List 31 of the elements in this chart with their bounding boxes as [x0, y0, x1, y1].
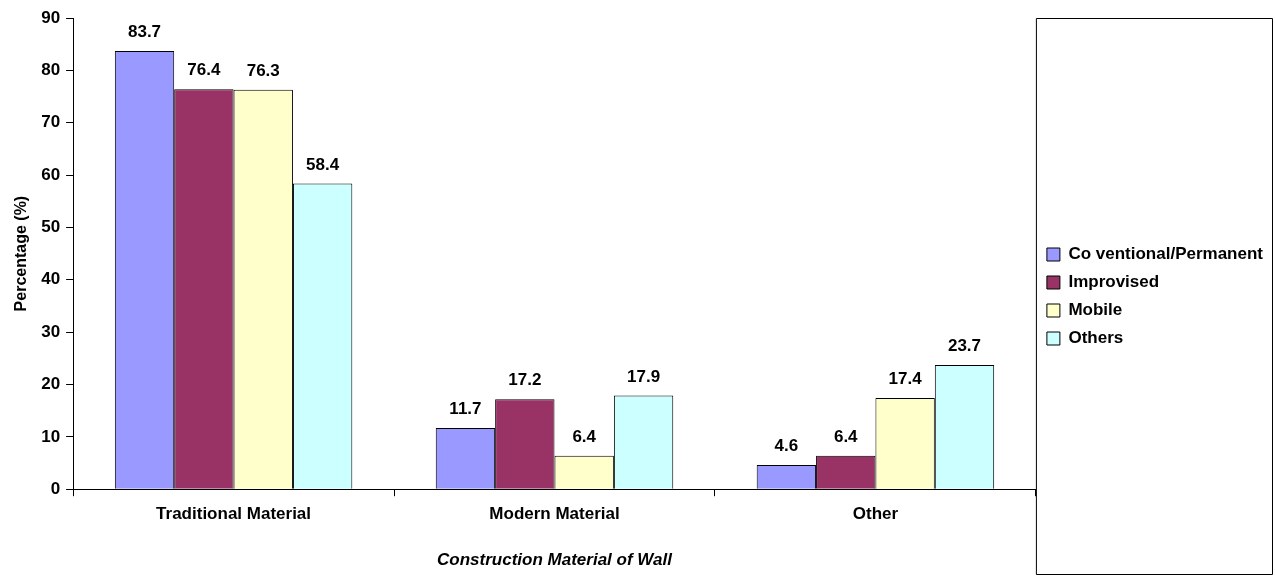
x-tick-label: Traditional Material [156, 504, 312, 524]
y-tick-label: 50 [41, 217, 61, 237]
data-label: 6.4 [833, 426, 859, 446]
legend-label: Co ventional/Permanent [1068, 244, 1264, 264]
y-tick-label: 40 [41, 269, 61, 289]
legend-label: Improvised [1068, 272, 1160, 292]
data-label: 17.9 [627, 366, 661, 386]
data-label: 76.4 [187, 60, 221, 80]
x-tick-label: Other [852, 504, 899, 524]
data-label: 6.4 [572, 426, 597, 446]
data-label: 17.2 [508, 370, 542, 390]
data-label: 4.6 [774, 436, 799, 456]
x-tick-label: Modern Material [489, 504, 620, 524]
y-tick-label: 10 [41, 426, 61, 446]
data-label: 11.7 [449, 399, 482, 419]
legend-label: Mobile [1068, 300, 1123, 320]
y-tick-label: 0 [50, 478, 61, 498]
legend-label: Others [1068, 328, 1124, 348]
y-tick-label: 90 [41, 7, 61, 27]
y-tick-label: 30 [41, 321, 61, 341]
data-label: 76.3 [246, 60, 280, 80]
x-axis-title: Construction Material of Wall [437, 550, 674, 570]
data-label: 58.4 [306, 154, 340, 174]
y-tick-label: 80 [41, 60, 61, 80]
y-tick-label: 70 [41, 112, 61, 132]
data-label: 83.7 [127, 22, 162, 42]
data-label: 17.4 [888, 369, 923, 389]
y-axis-title: Percentage (%) [12, 195, 30, 312]
data-label: 23.7 [947, 336, 982, 356]
y-tick-label: 60 [41, 164, 61, 184]
y-tick-label: 20 [41, 374, 61, 394]
